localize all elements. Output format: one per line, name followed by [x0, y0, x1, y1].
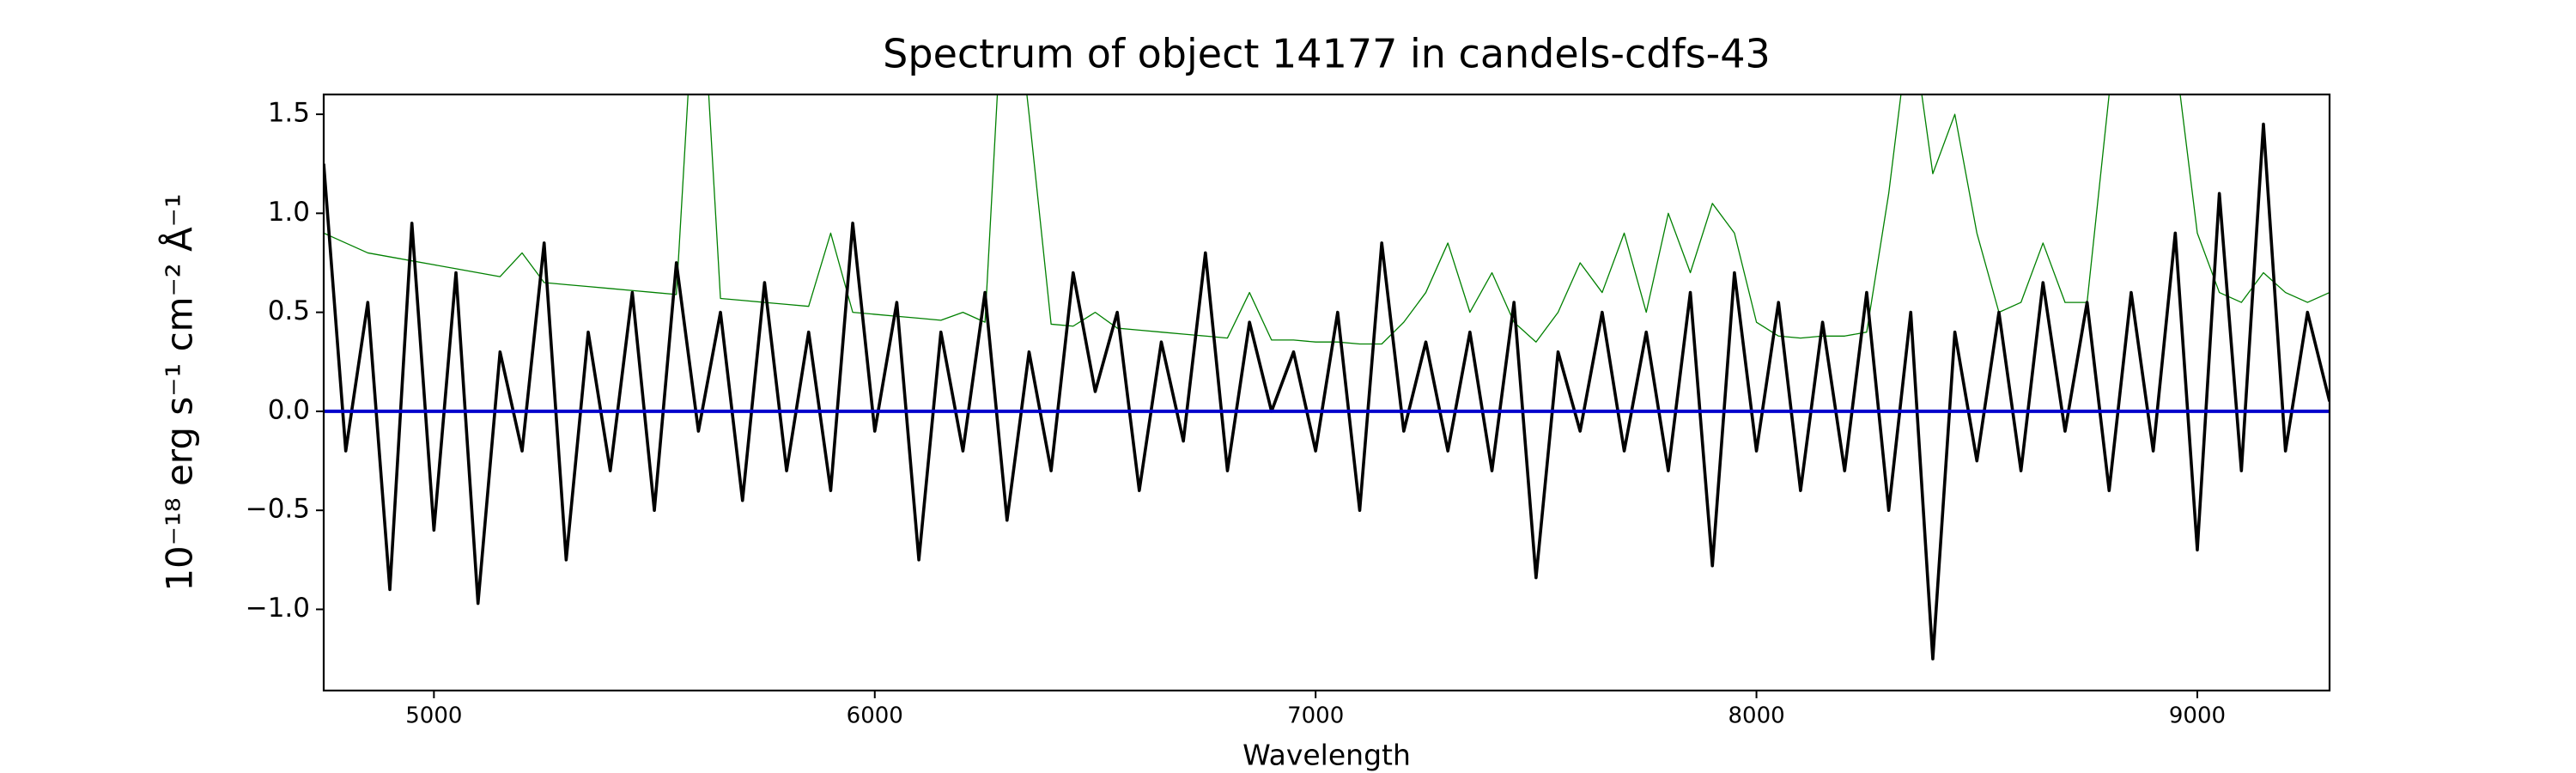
y-tick-label: 1.5 — [268, 98, 310, 129]
x-tick-label: 8000 — [1728, 703, 1784, 729]
spectrum-line — [324, 122, 2330, 660]
x-tick-label: 7000 — [1287, 703, 1344, 729]
x-axis-label: Wavelength — [1242, 739, 1411, 772]
y-tick-label: 0.5 — [268, 295, 310, 326]
y-axis-label: 10⁻¹⁸ erg s⁻¹ cm⁻² Å⁻¹ — [158, 193, 201, 591]
plot-frame — [322, 93, 2331, 692]
y-tick-label: −0.5 — [246, 494, 310, 525]
x-tick-label: 5000 — [405, 703, 462, 729]
x-tick-label: 9000 — [2169, 703, 2226, 729]
y-tick-label: −1.0 — [246, 593, 310, 624]
y-tick-label: 0.0 — [268, 394, 310, 425]
chart-title: Spectrum of object 14177 in candels-cdfs… — [883, 31, 1771, 77]
spectrum-line — [324, 94, 2330, 345]
plot-area — [324, 94, 2330, 660]
x-tick-label: 6000 — [847, 703, 903, 729]
y-tick-label: 1.0 — [268, 197, 310, 228]
